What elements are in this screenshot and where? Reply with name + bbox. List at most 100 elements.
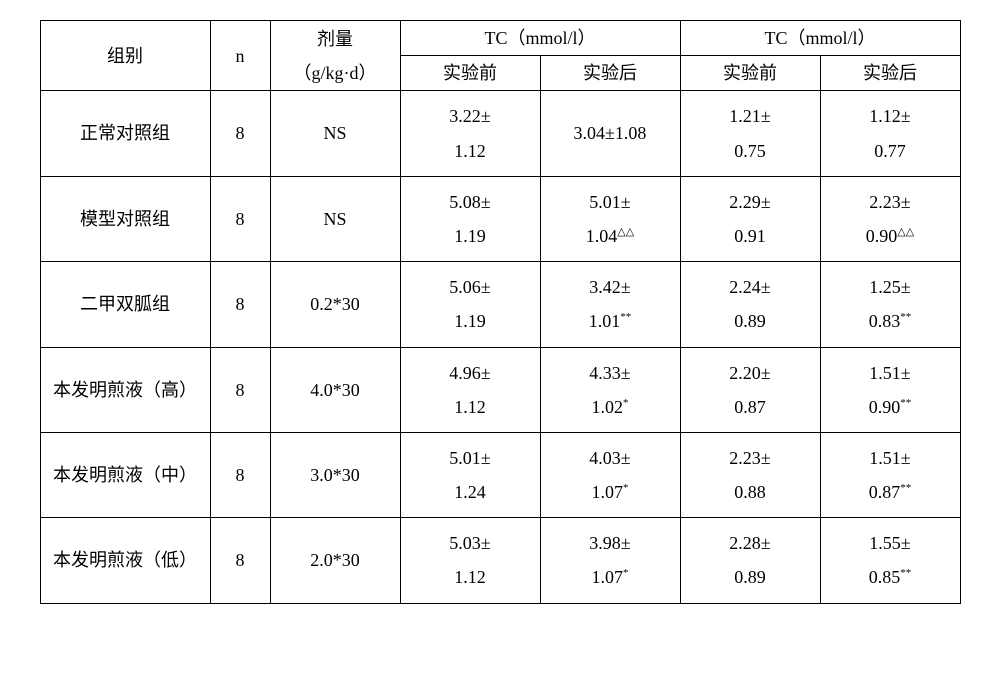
- col-tc1-after: 实验后: [540, 56, 680, 91]
- cell-dose: NS: [270, 91, 400, 176]
- v-l1: 5.06±: [405, 270, 536, 304]
- cell-tc2a: 1.51± 0.87**: [820, 432, 960, 517]
- v-l1: 5.01±: [405, 441, 536, 475]
- sup: △△: [617, 226, 634, 238]
- cell-tc2b: 2.28± 0.89: [680, 518, 820, 603]
- col-group: 组别: [40, 21, 210, 91]
- v-l1: 1.51±: [825, 356, 956, 390]
- v-l1: 3.42±: [545, 270, 676, 304]
- table-row: 本发明煎液（中） 8 3.0*30 5.01± 1.24 4.03± 1.07*…: [40, 432, 960, 517]
- table-row: 本发明煎液（低） 8 2.0*30 5.03± 1.12 3.98± 1.07*…: [40, 518, 960, 603]
- cell-tc2a: 2.23± 0.90△△: [820, 176, 960, 261]
- col-tc1: TC（mmol/l）: [400, 21, 680, 56]
- v-l1: 5.03±: [405, 526, 536, 560]
- cell-n: 8: [210, 518, 270, 603]
- v-l1: 2.28±: [685, 526, 816, 560]
- cell-dose: 3.0*30: [270, 432, 400, 517]
- v-l1: 5.01±: [545, 185, 676, 219]
- v-l1: 2.24±: [685, 270, 816, 304]
- cell-tc2a: 1.51± 0.90**: [820, 347, 960, 432]
- v-l2: 0.90△△: [825, 219, 956, 253]
- v-l1: 2.23±: [825, 185, 956, 219]
- cell-group: 本发明煎液（低）: [40, 518, 210, 603]
- cell-group: 本发明煎液（高）: [40, 347, 210, 432]
- cell-n: 8: [210, 347, 270, 432]
- sup: △△: [897, 226, 914, 238]
- v-l2: 1.07*: [545, 560, 676, 594]
- sup: **: [900, 567, 911, 579]
- v-l1: 1.51±: [825, 441, 956, 475]
- v-l1: 4.03±: [545, 441, 676, 475]
- cell-group: 模型对照组: [40, 176, 210, 261]
- cell-n: 8: [210, 432, 270, 517]
- cell-tc1b: 5.06± 1.19: [400, 262, 540, 347]
- v-l1: 3.22±: [405, 99, 536, 133]
- v-l2: 1.07*: [545, 475, 676, 509]
- cell-n: 8: [210, 176, 270, 261]
- v-l2: 0.77: [825, 134, 956, 168]
- v-l2: 1.12: [405, 390, 536, 424]
- cell-tc1b: 5.08± 1.19: [400, 176, 540, 261]
- col-n: n: [210, 21, 270, 91]
- v-l2: 0.90**: [825, 390, 956, 424]
- v-l2: 1.04△△: [545, 219, 676, 253]
- v-l2: 0.87**: [825, 475, 956, 509]
- cell-tc1a: 3.98± 1.07*: [540, 518, 680, 603]
- col-tc1-before: 实验前: [400, 56, 540, 91]
- cell-n: 8: [210, 262, 270, 347]
- col-tc2-before: 实验前: [680, 56, 820, 91]
- cell-tc2a: 1.25± 0.83**: [820, 262, 960, 347]
- v-l2: 1.01**: [545, 304, 676, 338]
- dose-l2: （g/kg·d）: [271, 56, 400, 90]
- cell-tc2b: 2.29± 0.91: [680, 176, 820, 261]
- v-l1: 5.08±: [405, 185, 536, 219]
- col-tc2-after: 实验后: [820, 56, 960, 91]
- v-l2: 0.89: [685, 560, 816, 594]
- cell-tc1a: 3.42± 1.01**: [540, 262, 680, 347]
- sup: **: [900, 482, 911, 494]
- cell-dose: NS: [270, 176, 400, 261]
- v-l1: 2.20±: [685, 356, 816, 390]
- cell-tc1a: 3.04±1.08: [540, 91, 680, 176]
- header-row-1: 组别 n 剂量 （g/kg·d） TC（mmol/l） TC（mmol/l）: [40, 21, 960, 56]
- v-l1: 3.98±: [545, 526, 676, 560]
- cell-tc1b: 4.96± 1.12: [400, 347, 540, 432]
- sup: *: [623, 482, 629, 494]
- v-l2: 1.24: [405, 475, 536, 509]
- v-l1: 1.12±: [825, 99, 956, 133]
- cell-group: 本发明煎液（中）: [40, 432, 210, 517]
- v-l2: 0.89: [685, 304, 816, 338]
- cell-tc2b: 2.24± 0.89: [680, 262, 820, 347]
- sup: **: [900, 397, 911, 409]
- cell-tc2b: 1.21± 0.75: [680, 91, 820, 176]
- v-l1: 4.33±: [545, 356, 676, 390]
- sup: *: [623, 567, 629, 579]
- v-l2: 1.12: [405, 560, 536, 594]
- v-l2: 1.12: [405, 134, 536, 168]
- v-l1: 1.25±: [825, 270, 956, 304]
- cell-tc2b: 2.23± 0.88: [680, 432, 820, 517]
- table-row: 模型对照组 8 NS 5.08± 1.19 5.01± 1.04△△ 2.29±…: [40, 176, 960, 261]
- cell-tc2b: 2.20± 0.87: [680, 347, 820, 432]
- cell-tc1a: 5.01± 1.04△△: [540, 176, 680, 261]
- v-l1: 1.55±: [825, 526, 956, 560]
- v-l1: 2.23±: [685, 441, 816, 475]
- cell-tc1b: 5.01± 1.24: [400, 432, 540, 517]
- v-l1: 1.21±: [685, 99, 816, 133]
- col-dose: 剂量 （g/kg·d）: [270, 21, 400, 91]
- cell-n: 8: [210, 91, 270, 176]
- sup: **: [620, 311, 631, 323]
- dose-l1: 剂量: [271, 22, 400, 56]
- v-l2: 1.19: [405, 219, 536, 253]
- v-l2: 1.02*: [545, 390, 676, 424]
- cell-dose: 2.0*30: [270, 518, 400, 603]
- data-table: 组别 n 剂量 （g/kg·d） TC（mmol/l） TC（mmol/l） 实…: [40, 20, 961, 604]
- cell-tc1a: 4.03± 1.07*: [540, 432, 680, 517]
- v-l2: 0.75: [685, 134, 816, 168]
- v-l2: 0.85**: [825, 560, 956, 594]
- cell-group: 正常对照组: [40, 91, 210, 176]
- cell-group: 二甲双胍组: [40, 262, 210, 347]
- v-l1: 2.29±: [685, 185, 816, 219]
- cell-tc1a: 4.33± 1.02*: [540, 347, 680, 432]
- v-l2: 1.19: [405, 304, 536, 338]
